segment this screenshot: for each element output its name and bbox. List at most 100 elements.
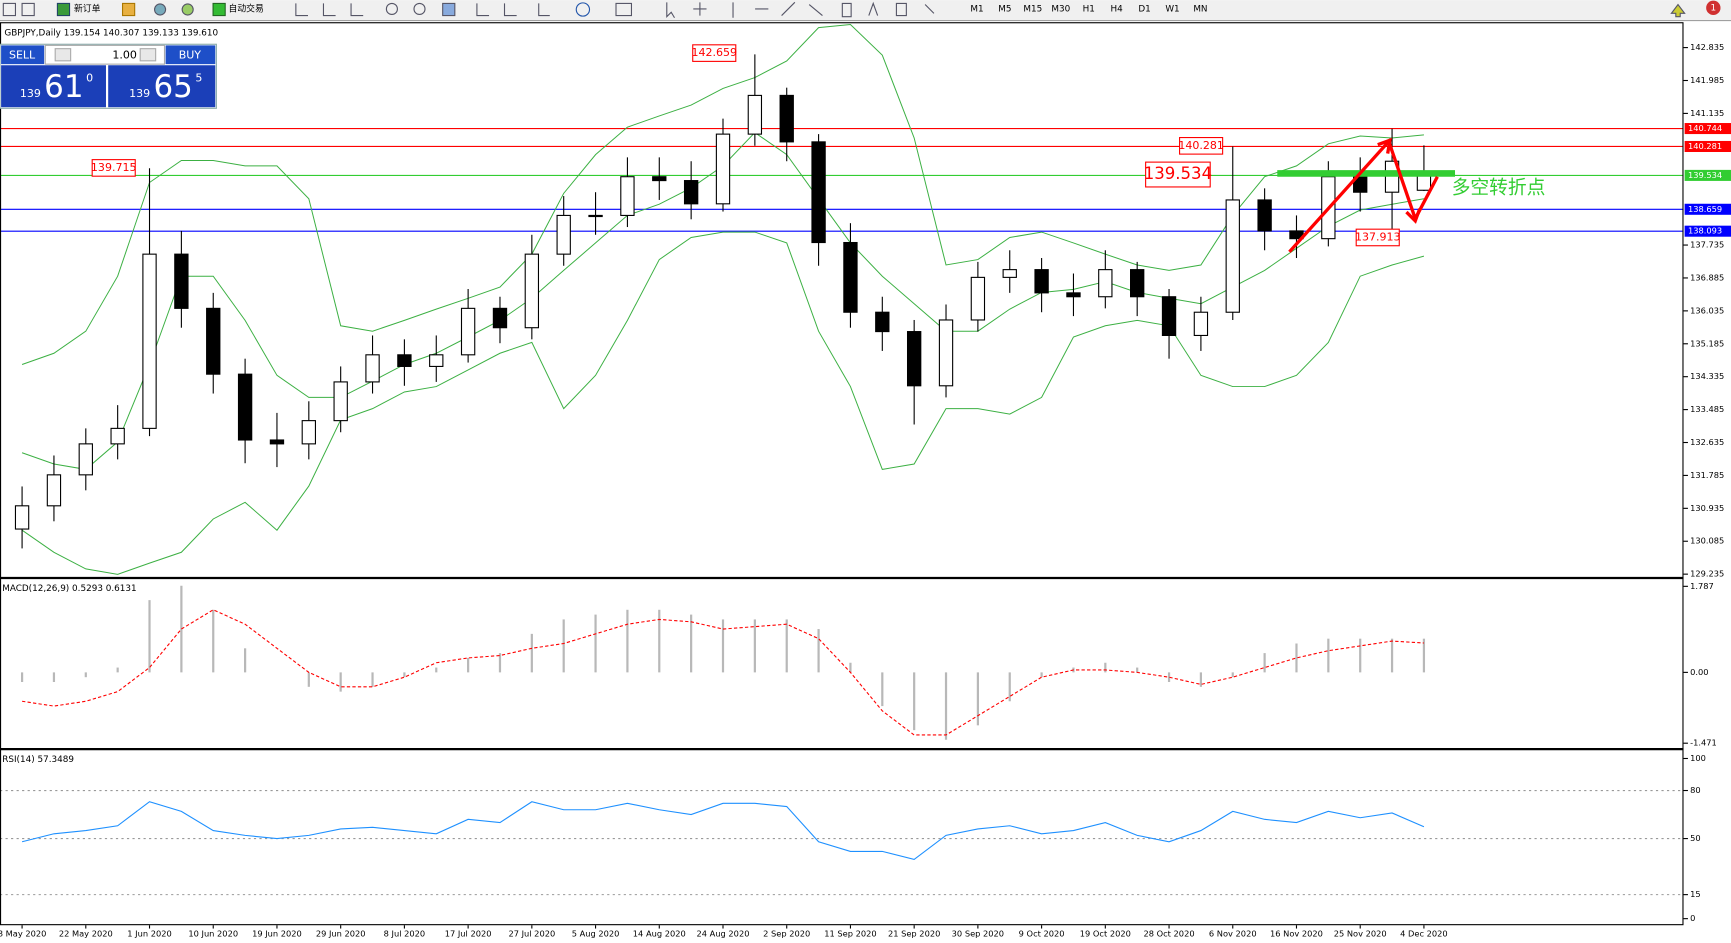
y-tick-label: 130.085 <box>1690 536 1724 546</box>
icon[interactable] <box>476 3 550 17</box>
icon[interactable] <box>21 2 35 17</box>
macd-signal-line <box>21 609 1424 736</box>
trend-arrows <box>1288 137 1439 253</box>
lot-input[interactable] <box>44 44 166 65</box>
y-tick-label: 136.885 <box>1690 272 1724 282</box>
price-annotation-box <box>1179 137 1224 155</box>
y-tick-label: 135.185 <box>1690 338 1724 348</box>
candle-body <box>875 311 890 333</box>
price-annotation-box <box>1145 161 1211 188</box>
candle-body <box>556 214 571 255</box>
buy-button[interactable] <box>165 45 216 65</box>
icon-zoom-out[interactable] <box>413 2 426 16</box>
level-price-label: 140.281 <box>1688 141 1722 151</box>
level-price-label: 138.659 <box>1688 204 1722 214</box>
badge-count: 1 <box>1711 3 1717 13</box>
candle-body <box>46 474 62 507</box>
x-tick-label: 10 Jun 2020 <box>188 929 238 939</box>
chart-area: 142.659 139.715 140.281 139.534 137.913 <box>0 24 1684 896</box>
y-tick-label: 100 <box>1690 753 1706 763</box>
y-tick-label: 1.787 <box>1690 581 1714 591</box>
x-tick-label: 29 Jun 2020 <box>316 929 366 939</box>
annotation-note: 多空转折点 <box>1452 176 1546 198</box>
ask-big: 139 <box>129 87 150 100</box>
candle-body <box>906 331 922 387</box>
timeframe-button[interactable]: H4 <box>1111 4 1124 14</box>
y-tick-label: 0.00 <box>1690 667 1708 677</box>
candle-body <box>1257 199 1272 232</box>
y-tick-label: 0 <box>1690 913 1695 923</box>
level-price-label: 138.093 <box>1688 226 1722 236</box>
x-tick-label: 17 Jul 2020 <box>445 929 492 939</box>
icon[interactable] <box>154 3 167 16</box>
timeframe-button[interactable]: H1 <box>1083 4 1095 14</box>
price-annotation-box <box>1355 228 1400 247</box>
level-price-tag <box>1684 169 1731 181</box>
icon[interactable] <box>2 2 17 17</box>
icon-templates[interactable] <box>615 2 633 17</box>
y-tick-label: -1.471 <box>1690 738 1717 748</box>
notification-badge[interactable] <box>1706 0 1721 16</box>
y-tick-label: 136.035 <box>1690 305 1724 315</box>
rsi-header: RSI(14) 57.3489 <box>2 755 74 765</box>
candle-body <box>588 214 603 218</box>
icon-zoom-in[interactable] <box>385 2 398 16</box>
lot-decrease[interactable] <box>54 48 72 62</box>
toolbar-button[interactable]: 新订单 <box>74 2 101 14</box>
chart-frame <box>0 22 1684 926</box>
sell-button[interactable] <box>1 45 45 65</box>
level-price-label: 140.744 <box>1688 123 1722 133</box>
lot-increase[interactable] <box>139 48 157 62</box>
timeframe-button[interactable]: M15 <box>1023 4 1042 14</box>
y-tick-label: 129.235 <box>1690 569 1724 579</box>
x-tick-label: 28 Oct 2020 <box>1143 929 1194 939</box>
level-price-tag <box>1684 140 1731 152</box>
candle-body <box>1130 269 1145 298</box>
timeframe-button[interactable]: MN <box>1193 4 1207 14</box>
candle-body <box>206 307 221 375</box>
candle-body <box>492 307 508 329</box>
price-annotation: 139.715 <box>91 161 137 174</box>
icon[interactable] <box>442 2 456 17</box>
icon[interactable] <box>121 2 136 17</box>
timeframe-button[interactable]: W1 <box>1165 4 1179 14</box>
arrow-head <box>1377 137 1392 154</box>
x-tick-label: 19 Jun 2020 <box>252 929 302 939</box>
x-tick-label: 2 Sep 2020 <box>763 929 810 939</box>
icon-periods[interactable] <box>575 2 591 17</box>
candle-body <box>715 133 731 205</box>
x-tick-label: 6 Nov 2020 <box>1209 929 1257 939</box>
arrow-path <box>1288 138 1439 253</box>
candle-body <box>1161 296 1177 337</box>
icon-auto-trading[interactable] <box>212 2 226 17</box>
icon[interactable] <box>295 3 364 17</box>
timeframe-button[interactable]: D1 <box>1138 4 1150 14</box>
ask-point: 5 <box>195 71 202 84</box>
timeframe-button[interactable]: M1 <box>970 4 983 14</box>
chart-header: GBPJPY,Daily 139.154 140.307 139.133 139… <box>4 29 218 39</box>
candle-body <box>620 176 635 216</box>
candle-body <box>333 381 348 422</box>
candle-body <box>269 439 285 445</box>
icon[interactable] <box>666 1 935 19</box>
candle-body <box>811 141 826 244</box>
timeframe-button[interactable]: M30 <box>1051 4 1070 14</box>
x-tick-label: 30 Sep 2020 <box>952 929 1004 939</box>
icon-new-order[interactable] <box>56 2 71 17</box>
candle-body <box>843 241 858 313</box>
toolbar-button[interactable]: 自动交易 <box>229 2 264 14</box>
bid-box[interactable] <box>1 65 106 108</box>
toolbar <box>0 0 1731 20</box>
y-tick-label: 133.485 <box>1690 404 1724 414</box>
candle-body <box>1034 269 1049 294</box>
candle-body <box>365 354 380 383</box>
icon[interactable] <box>181 3 194 16</box>
candle-body <box>78 443 93 476</box>
timeframe-button[interactable]: M5 <box>998 4 1011 14</box>
icon[interactable] <box>1670 3 1686 18</box>
y-tick-label: 50 <box>1690 833 1701 843</box>
candle-body <box>683 180 699 205</box>
candle-body <box>1225 199 1240 313</box>
ask-box[interactable] <box>108 65 216 108</box>
